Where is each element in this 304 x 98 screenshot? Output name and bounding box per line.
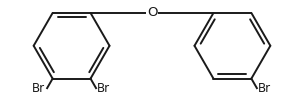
Text: Br: Br — [32, 82, 45, 95]
Text: O: O — [147, 6, 157, 19]
Text: Br: Br — [258, 82, 271, 95]
Text: Br: Br — [97, 82, 110, 95]
